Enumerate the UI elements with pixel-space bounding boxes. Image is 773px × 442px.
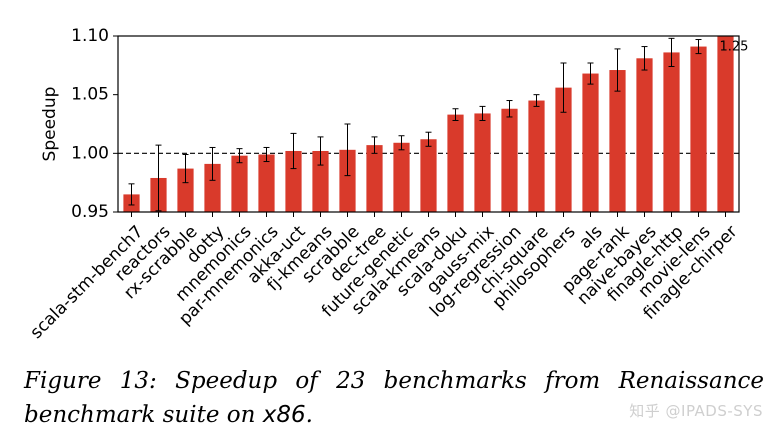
errorbar-dec-tree [371,136,378,154]
errorbar-philosophers [560,62,567,113]
bar-scala-kmeans [420,139,437,212]
bar-chi-square [528,100,545,212]
bar-finagle-chirper [717,36,734,212]
errorbar-chi-square [533,94,540,107]
bar-dec-tree [366,145,383,212]
errorbar-scrabble [344,123,351,177]
y-tick-label: 1.10 [71,26,109,46]
errorbar-dotty [209,146,216,181]
errorbar-als [587,62,594,85]
errorbar-gauss-mix [479,105,486,121]
bar-page-rank [609,70,626,212]
errorbar-future-genetic [398,135,405,151]
errorbar-mnemonics [236,148,243,164]
plot-frame [117,35,740,213]
bar-philosophers [555,87,572,212]
figure-caption: Figure 13: Speedup of 23 benchmarks from… [24,364,764,432]
y-tick-label: 1.05 [71,85,109,105]
errorbar-akka-uct [290,132,297,170]
errorbar-finagle-http [668,37,675,68]
bar-rx-scrabble [177,168,194,212]
errorbar-scala-stm-bench7 [128,183,135,206]
annotation-finagle-chirper: 1.25 [720,40,749,55]
bar-log-regression [501,108,518,212]
caption-main: Figure 13: Speedup of 23 benchmarks from… [24,368,764,428]
bar-movie-lens [690,46,707,213]
bar-akka-uct [285,150,302,212]
errorbar-scala-doku [452,108,459,121]
errorbar-fj-kmeans [317,136,324,166]
bar-dotty [204,163,221,212]
bar-finagle-http [663,52,680,212]
errorbar-rx-scrabble [182,154,189,184]
bar-scrabble [339,149,356,212]
bar-fj-kmeans [312,150,329,212]
errorbar-reactors [155,144,162,212]
errorbar-page-rank [614,48,621,92]
speedup-bar-chart: scala-stm-bench7reactorsrx-scrabbledotty… [27,26,749,343]
errorbar-movie-lens [695,39,702,55]
errorbar-log-regression [506,100,513,118]
y-tick-label: 0.95 [71,202,109,222]
y-axis-title: Speedup [40,87,60,162]
bar-naive-bayes [636,58,653,212]
bar-scala-doku [447,114,464,212]
bar-als [582,73,599,213]
errorbar-par-mnemonics [263,146,270,163]
caption-arch: x86 [262,402,306,428]
errorbar-naive-bayes [641,46,648,71]
caption-end: . [305,402,313,428]
bar-mnemonics [231,155,248,212]
bar-gauss-mix [474,113,491,212]
watermark: 知乎 @IPADS-SYS [629,402,763,420]
errorbar-scala-kmeans [425,131,432,147]
bar-par-mnemonics [258,154,275,212]
y-tick-label: 1.00 [71,143,109,163]
bar-future-genetic [393,142,410,212]
